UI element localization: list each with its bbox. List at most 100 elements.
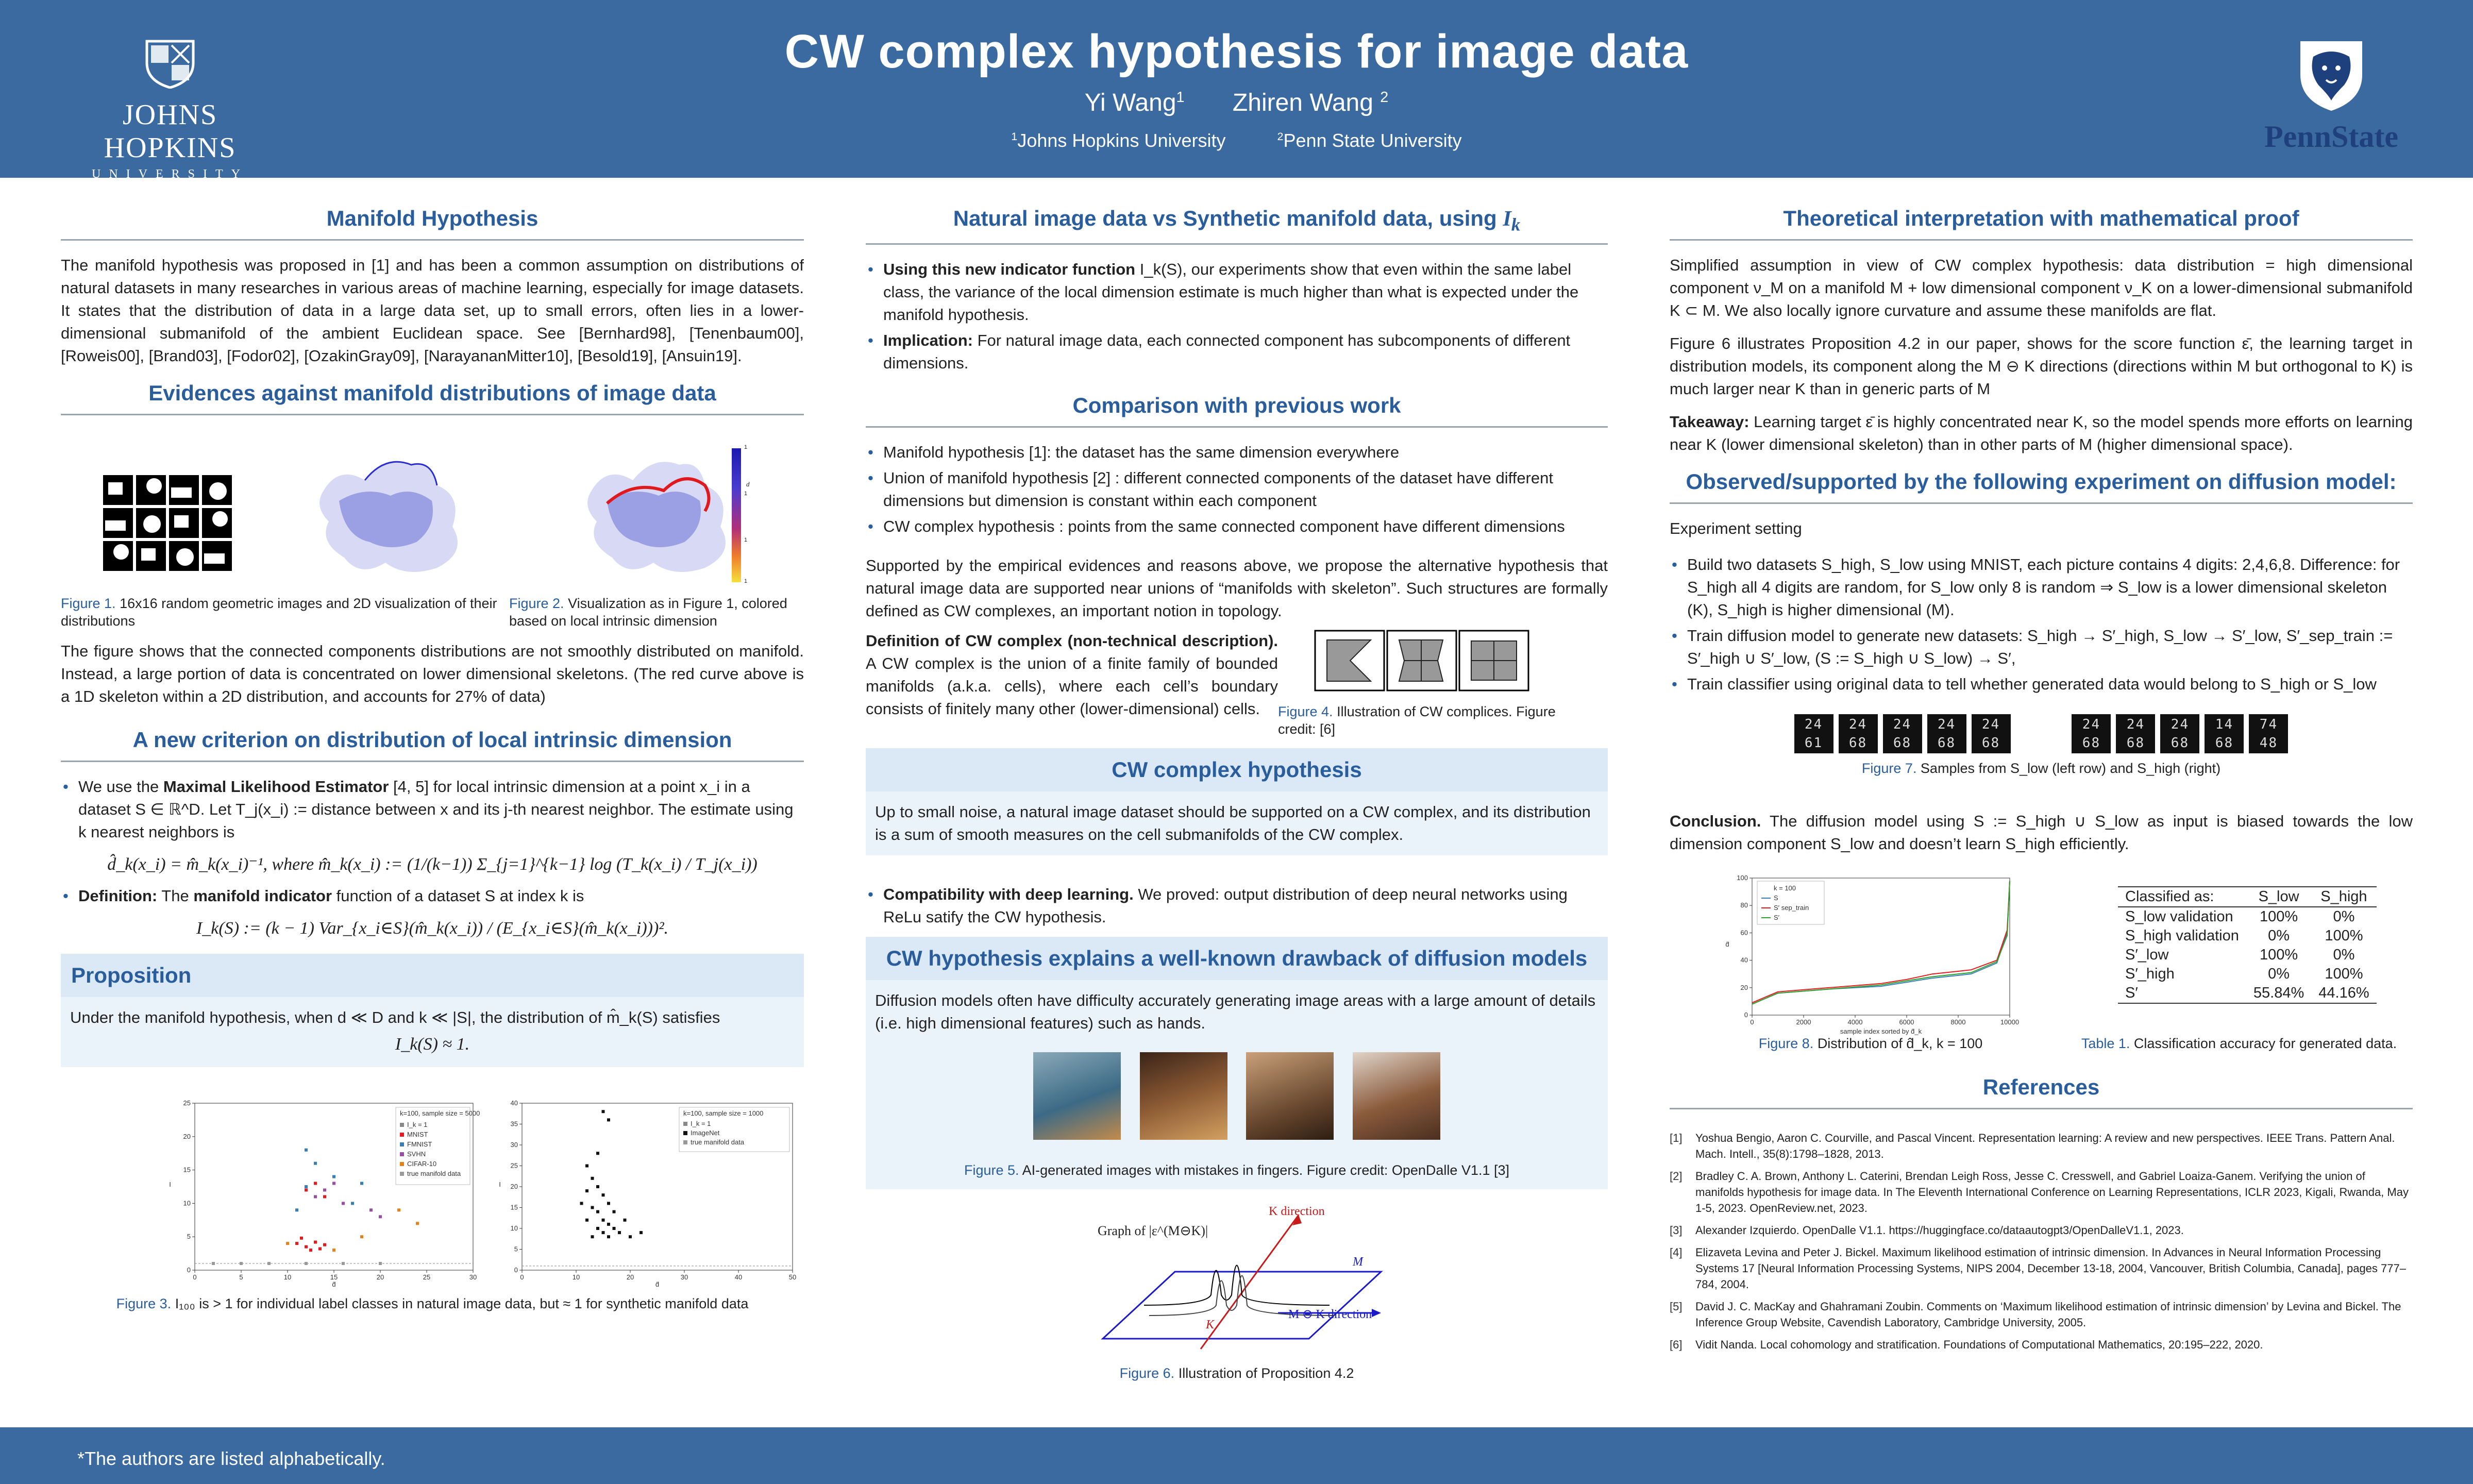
scatter-point — [314, 1161, 317, 1165]
y-tick-label: 0 — [514, 1266, 518, 1274]
table-header: S_high — [2311, 886, 2377, 907]
x-tick-label: 10 — [284, 1273, 291, 1281]
theory-p1: Simplified assumption in view of CW comp… — [1670, 256, 2413, 319]
y-tick-label: 0 — [187, 1266, 191, 1274]
column-1: Manifold Hypothesis The manifold hypothe… — [61, 206, 804, 1320]
reference-number: [4] — [1670, 1246, 1683, 1259]
scatter-point — [601, 1231, 605, 1235]
author-1-sup: 1 — [1176, 89, 1185, 106]
reference-number: [5] — [1670, 1300, 1683, 1313]
poster-title: CW complex hypothesis for image data — [784, 25, 1689, 78]
conclusion-text: The diffusion model using S := S_high ∪ … — [1670, 812, 2413, 853]
y-tick-label: 20 — [511, 1183, 518, 1190]
scatter-point — [342, 1262, 345, 1266]
table-cell: S′ — [2118, 984, 2246, 1004]
reference-text: Alexander Izquierdo. OpenDalle V1.1. htt… — [1695, 1224, 2184, 1237]
legend-swatch — [400, 1142, 404, 1146]
figure-6-label: Figure 6. — [1119, 1365, 1175, 1381]
scatter-point — [314, 1182, 317, 1185]
table-cell: 44.16% — [2311, 984, 2377, 1004]
table-cell: 100% — [2325, 927, 2363, 944]
legend-box — [679, 1107, 790, 1152]
jhu-logo: JOHNS HOPKINS UNIVERSITY — [57, 37, 283, 181]
mnist-low-row: 24 61 24 68 24 68 24 68 24 68 — [1794, 714, 2011, 753]
drawback-title: CW hypothesis explains a well-known draw… — [866, 937, 1608, 981]
x-tick-label: 20 — [377, 1273, 384, 1281]
thumbnail — [103, 475, 133, 505]
experiment-setting: Experiment setting — [1670, 519, 1802, 537]
x-tick-label: 10000 — [2000, 1018, 2019, 1026]
figure-6-graph-label: Graph of |ε^(M⊖K)| — [1098, 1223, 1208, 1239]
thumbnail — [136, 508, 166, 538]
natural-title-math: I — [1503, 207, 1511, 231]
figure-6-caption-text: Illustration of Proposition 4.2 — [1178, 1365, 1354, 1381]
thumbnail — [103, 541, 133, 571]
table-row: S′_low 100% 0% — [2118, 946, 2377, 965]
scatter-point — [397, 1208, 400, 1212]
cw-definition-area: Definition of CW complex (non-technical … — [866, 630, 1608, 748]
natural-item-bold: Implication: — [883, 331, 973, 350]
scatter-point — [623, 1218, 627, 1222]
mnist-sample: 74 48 — [2249, 714, 2289, 753]
cw-hypothesis-box: CW complex hypothesis Up to small noise,… — [866, 748, 1608, 856]
reference-item: [2] Bradley C. A. Brown, Anthony L. Cater… — [1670, 1168, 2413, 1216]
figure-3-caption: Figure 3. I₁₀₀ is > 1 for individual lab… — [61, 1295, 804, 1312]
reference-number: [2] — [1670, 1170, 1683, 1183]
scatter-point — [601, 1218, 605, 1222]
scatter-point — [607, 1202, 610, 1205]
scatter-point — [379, 1215, 382, 1219]
y-tick-label: 60 — [1741, 929, 1748, 936]
table-cell: 0% — [2333, 947, 2355, 963]
scatter-point — [305, 1262, 308, 1266]
figure-5-caption-text: AI-generated images with mistakes in fin… — [1022, 1162, 1510, 1178]
cw-hypothesis-text: Up to small noise, a natural image datas… — [866, 791, 1608, 856]
natural-list: Using this new indicator function I_k(S)… — [866, 258, 1608, 375]
y-tick-label: 30 — [511, 1141, 518, 1149]
x-tick-label: 50 — [789, 1273, 796, 1281]
takeaway-label: Takeaway: — [1670, 413, 1749, 431]
figure-7-caption-text: Samples from S_low (left row) and S_high… — [1920, 761, 2221, 776]
x-tick-label: 20 — [627, 1273, 634, 1281]
colorbar-label: d — [746, 480, 750, 488]
comparison-title: Comparison with previous work — [866, 393, 1608, 428]
figure-5-photos — [875, 1052, 1599, 1146]
scatter-point — [360, 1235, 363, 1239]
natural-item-indicator: Using this new indicator function I_k(S)… — [866, 258, 1608, 326]
mnist-sample: 24 68 — [1882, 714, 1922, 753]
criterion-list: We use the Maximal Likelihood Estimator … — [61, 775, 804, 844]
author-2: Zhiren Wang — [1232, 89, 1373, 116]
scatter-point — [379, 1262, 382, 1266]
legend-label: FMNIST — [407, 1140, 432, 1148]
figure-6-k-direction: K direction — [1269, 1205, 1325, 1219]
x-axis-label: d̂ — [655, 1280, 659, 1288]
scatter-point — [305, 1188, 308, 1192]
thumbnail — [169, 475, 199, 505]
legend-label: true manifold data — [691, 1138, 745, 1146]
scatter-point — [305, 1245, 308, 1249]
series-line — [1752, 881, 2010, 1005]
table-cell: S_high validation — [2125, 927, 2239, 944]
table-row: S_low validation 100% 0% — [2118, 907, 2377, 926]
evidences-text: The figure shows that the connected comp… — [61, 642, 804, 705]
mnist-sample: 24 68 — [1838, 714, 1878, 753]
cw-definition-text: A CW complex is the union of a finite fa… — [866, 654, 1278, 718]
figure-4-cw-complices — [1314, 630, 1529, 692]
table-cell: 100% — [2259, 908, 2298, 925]
natural-item-text: For natural image data, each connected c… — [883, 331, 1571, 373]
legend-title: k=100, sample size = 1000 — [683, 1109, 763, 1117]
scatter-point — [212, 1262, 215, 1266]
theory-title: Theoretical interpretation with mathemat… — [1670, 206, 2413, 241]
proposition-body: Under the manifold hypothesis, when d ≪ … — [61, 997, 804, 1067]
x-axis-label: sample index sorted by d̂_k — [1840, 1027, 1922, 1035]
x-tick-label: 2000 — [1796, 1018, 1811, 1026]
table-header: Classified as: — [2118, 886, 2246, 907]
proposition-box: Proposition Under the manifold hypothesi… — [61, 954, 804, 1067]
legend-swatch — [683, 1131, 687, 1135]
reference-number: [6] — [1670, 1338, 1683, 1351]
psu-logo-name: PennState — [2264, 120, 2398, 154]
scatter-point — [612, 1210, 616, 1213]
table-cell: 55.84% — [2246, 984, 2312, 1004]
y-axis-label: d̂ — [1725, 940, 1729, 948]
scatter-point — [300, 1236, 303, 1240]
theory-p2: Figure 6 illustrates Proposition 4.2 in … — [1670, 334, 2413, 398]
